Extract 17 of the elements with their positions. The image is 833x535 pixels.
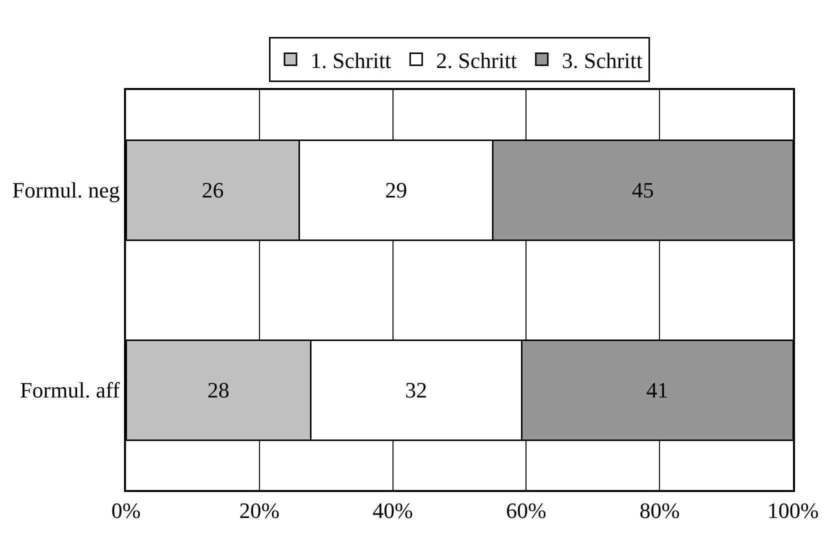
x-tick-label: 40% [372,498,413,524]
data-label: 28 [207,378,230,402]
x-tick-label: 20% [239,498,280,524]
y-tick-label: Formul. neg [12,178,120,203]
x-tick-label: 60% [506,498,546,524]
data-label: 29 [385,178,408,202]
data-label: 32 [405,378,428,402]
x-tick-label: 0% [111,498,141,524]
legend-label: 2. Schritt [436,48,517,73]
data-label: 45 [632,178,654,202]
x-tick-label: 100% [767,498,819,524]
x-tick-label: 80% [639,498,680,524]
legend-label: 1. Schritt [310,48,392,73]
data-label: 41 [646,378,668,402]
data-label: 26 [202,178,224,202]
legend-label: 3. Schritt [562,48,643,73]
y-tick-label: Formul. aff [20,378,121,403]
